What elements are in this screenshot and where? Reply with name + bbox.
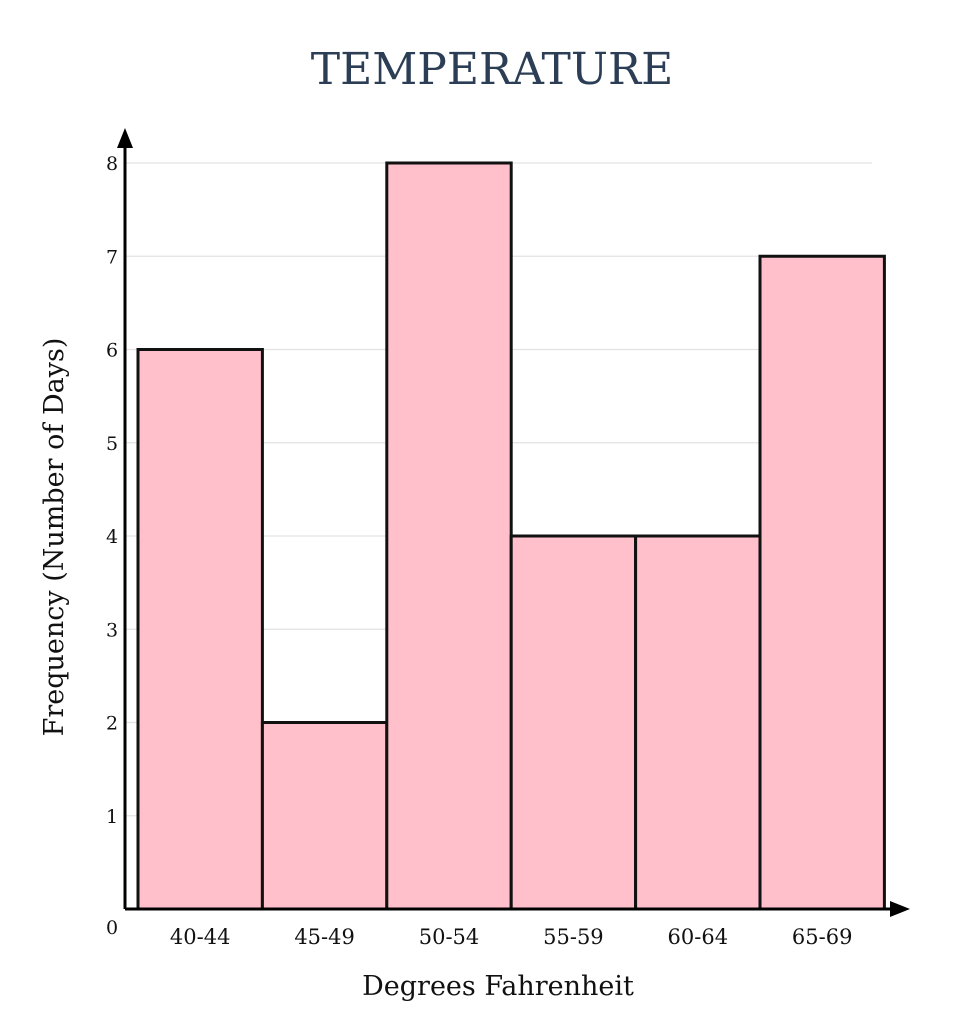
x-axis-arrow-icon [890,901,910,917]
x-axis-label: Degrees Fahrenheit [362,971,634,1002]
bar-65-69 [758,254,886,911]
y-tick-label-6: 6 [106,340,118,362]
x-category-label-50-54: 50-54 [419,925,480,949]
y-axis-label: Frequency (Number of Days) [39,338,70,737]
x-category-label-45-49: 45-49 [294,925,355,949]
chart-title: TEMPERATURE [311,44,673,95]
y-tick-label-1: 1 [106,806,118,828]
y-tick-label-4: 4 [106,526,118,548]
y-axis-arrow-icon [117,128,133,148]
axes [117,128,910,917]
bar-50-54 [385,161,513,911]
x-category-label-60-64: 60-64 [668,925,729,949]
bar-55-59 [509,534,638,911]
bar-45-49 [260,721,389,911]
y-tick-label-7: 7 [106,246,118,268]
y-tick-label-0: 0 [106,917,118,939]
y-tick-label-3: 3 [106,619,118,641]
y-tick-label-5: 5 [106,433,118,455]
x-category-label-65-69: 65-69 [792,925,853,949]
bars [136,161,886,911]
bar-60-64 [634,534,762,911]
bar-40-44 [136,348,264,911]
y-tick-label-2: 2 [106,713,118,735]
x-category-label-55-59: 55-59 [543,925,604,949]
y-tick-label-8: 8 [106,153,118,175]
y-tick-labels: 0 1 2 3 4 5 6 7 8 [106,153,118,939]
x-category-label-40-44: 40-44 [170,925,231,949]
x-category-labels: 40-44 45-49 50-54 55-59 60-64 65-69 [170,925,853,949]
